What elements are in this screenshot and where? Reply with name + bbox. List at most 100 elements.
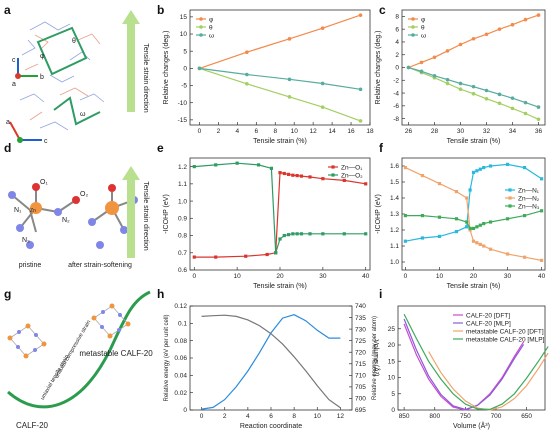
caption-pristine: pristine: [19, 262, 42, 269]
x-tick-label-c-0: 26: [405, 128, 413, 135]
legend-label-f-1: Zn—N₂: [518, 195, 540, 202]
x-axis-label-e: Tensile strain (%): [253, 283, 307, 290]
x-tick-label-h-6: 12: [337, 413, 345, 420]
data-point-c-0-5: [471, 36, 476, 41]
axis-a-dot: [15, 73, 21, 79]
data-point-f-2-9: [482, 222, 486, 226]
panel-label-b: b: [157, 3, 164, 17]
zinc-atom-softened: [105, 201, 119, 215]
data-point-c-0-9: [523, 17, 528, 22]
y-tick-label-h-1: 0.02: [174, 390, 187, 397]
axis-a2-label: a: [6, 119, 10, 126]
atom-label-o1: O₁: [40, 179, 48, 186]
data-point-b-2-4: [358, 87, 363, 92]
data-point-e-1-3: [256, 163, 261, 167]
data-point-e-0-5: [278, 171, 282, 175]
data-point-f-2-11: [505, 217, 510, 221]
data-point-f-0-0: [403, 239, 408, 243]
legend-label-f-2: Zn—N₃: [518, 203, 540, 210]
label-calf20: CALF-20: [16, 421, 49, 430]
y-tick-label-c-7: 6: [395, 26, 399, 33]
x-tick-label-h-0: 0: [200, 413, 204, 420]
axis-a-label: a: [12, 81, 16, 88]
data-point-c-0-8: [510, 22, 515, 27]
data-point-c-0-3: [445, 49, 450, 53]
panel-label-f: f: [379, 141, 384, 155]
y-tick-label-f-1: 1.1: [390, 243, 399, 250]
data-point-e-1-7: [282, 233, 286, 238]
x-tick-label-b-7: 14: [328, 128, 336, 135]
data-point-b-2-2: [287, 77, 292, 82]
x-tick-label-b-2: 4: [236, 128, 240, 135]
zinc-atom-pristine: [30, 202, 42, 214]
y-tick-label-h-4: 0.08: [174, 338, 187, 345]
series-line-b-2: [199, 67, 361, 90]
data-point-c-2-2: [432, 74, 437, 78]
data-point-c-2-5: [471, 84, 476, 89]
data-point-b-0-4: [358, 13, 363, 17]
data-point-e-1-2: [235, 161, 239, 165]
legend-label-b-0: φ: [209, 16, 213, 23]
atom-label-n3: N₃: [22, 237, 30, 244]
phi-label: φ: [40, 53, 45, 60]
data-point-e-1-4: [269, 166, 274, 170]
data-point-e-1-13: [321, 232, 325, 236]
data-point-c-1-5: [471, 91, 476, 96]
data-point-f-2-12: [522, 214, 527, 218]
data-point-e-1-12: [308, 232, 312, 236]
y-tick-label-e-3: 0.9: [178, 216, 187, 223]
data-point-c-2-6: [484, 88, 489, 93]
x-tick-label-f-1: 10: [436, 273, 444, 280]
data-point-e-0-10: [299, 174, 304, 178]
legend-label-e-0: Zn—O₁: [341, 164, 363, 171]
data-point-f-0-11: [505, 162, 510, 166]
chart-b: 0 2 4 6 8 10 12 14 16 18 -15 -10 -5 0 5 10 15 Tensile str…: [163, 9, 374, 145]
y-tick-label-e-2: 0.8: [178, 233, 187, 240]
chart-e: 0 10 20 30 40 0.6 0.7 0.8 0.9 1.0 1.1 1.2 Tensile st…: [163, 157, 371, 290]
y-axis-label-f: -ICOHP (eV): [375, 194, 382, 234]
x-tick-label-c-4: 34: [509, 128, 517, 135]
legend-label-e-1: Zn—O₂: [341, 172, 363, 179]
x-tick-label-f-0: 0: [404, 273, 408, 280]
y2-tick-label-h-7: 730: [355, 326, 366, 333]
y-tick-label-i-3: 15: [388, 358, 396, 365]
data-point-f-2-8: [478, 223, 482, 227]
data-point-e-0-14: [364, 182, 368, 186]
series-line-h-0: [201, 314, 341, 410]
y-axis-label-e: -ICOHP (eV): [163, 194, 170, 234]
plot-frame-h: [189, 305, 353, 411]
data-point-f-0-6: [471, 170, 476, 174]
y-tick-label-h-0: 0: [183, 407, 187, 414]
data-point-e-0-12: [321, 177, 325, 181]
data-point-f-2-10: [488, 220, 493, 224]
chart-f: 0 10 20 30 40 1.0 1.1 1.2 1.3 1.4 1.5 1.6 Tensile st…: [375, 157, 546, 290]
panel-g-illustration: CALF-20 metastable CALF-20 uniaxial comp…: [7, 290, 153, 430]
x-axis-label-b: Tensile strain (%): [253, 138, 307, 145]
y-tick-label-f-2: 1.2: [390, 227, 399, 234]
y-tick-label-i-5: 25: [388, 326, 396, 333]
panel-d-structure: O₁ O₂ N₁ N₂ N₃ Zn pristine after strain-…: [8, 166, 149, 269]
data-point-f-2-4: [465, 220, 469, 224]
data-point-f-1-8: [478, 242, 482, 246]
data-point-f-0-12: [522, 166, 527, 170]
x-axis-label-i: Volume (Å³): [453, 421, 490, 430]
data-point-e-1-1: [214, 163, 218, 167]
y-tick-label-e-1: 0.7: [178, 250, 187, 257]
series-line-i-1: [403, 318, 525, 411]
data-point-c-2-4: [458, 81, 463, 86]
x-tick-label-b-3: 6: [255, 128, 259, 135]
data-point-f-0-4: [465, 225, 469, 229]
data-point-f-1-10: [488, 247, 493, 251]
data-point-c-0-7: [497, 27, 502, 31]
series-line-f-0: [405, 163, 542, 242]
x-tick-label-c-5: 36: [535, 128, 543, 135]
series-line-h-1: [201, 314, 341, 409]
y2-tick-label-h-5: 720: [355, 349, 366, 356]
x-tick-label-e-3: 30: [319, 273, 327, 280]
data-point-c-2-8: [510, 96, 515, 100]
data-point-b-2-1: [245, 72, 249, 77]
data-point-c-1-6: [484, 97, 489, 101]
series-line-e-0: [194, 171, 366, 258]
data-point-f-1-2: [437, 182, 442, 186]
